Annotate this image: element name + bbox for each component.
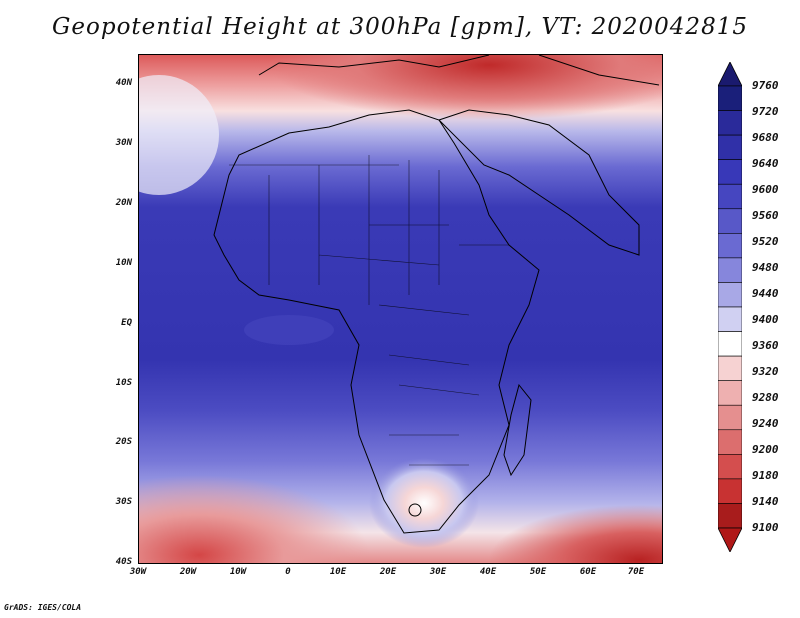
colorbar-label: 9640	[752, 157, 779, 170]
lat-label: 30S	[115, 497, 132, 507]
colorbar-swatch	[718, 429, 742, 455]
colorbar-label: 9180	[752, 469, 779, 482]
lon-label: 30E	[429, 567, 447, 577]
colorbar-label: 9760	[752, 79, 779, 92]
lon-label: 10W	[229, 567, 247, 577]
lon-label: 30W	[129, 567, 147, 577]
colorbar-swatch	[718, 404, 742, 431]
colorbar-swatch	[718, 380, 742, 406]
colorbar-swatch	[718, 257, 742, 283]
lat-label: 10N	[115, 258, 132, 268]
colorbar-swatch	[718, 159, 742, 185]
lon-label: 70E	[627, 567, 645, 577]
colorbar-label: 9720	[752, 105, 779, 118]
colorbar-label: 9480	[752, 261, 779, 274]
colorbar-label: 9100	[752, 521, 779, 534]
map-title: Geopotential Height at 300hPa [gpm], VT:…	[52, 14, 748, 40]
colorbar-swatch	[718, 478, 742, 504]
lon-label: 0	[285, 567, 291, 577]
lon-label: 40E	[479, 567, 497, 577]
colorbar-label: 9600	[752, 183, 779, 196]
colorbar-label: 9680	[752, 131, 779, 144]
colorbar-label: 9520	[752, 235, 779, 248]
colorbar-label: 9140	[752, 495, 779, 508]
lon-label: 50E	[529, 567, 547, 577]
credit-text: GrADS: IGES/COLA	[4, 603, 82, 612]
colorbar-label: 9240	[752, 417, 779, 430]
colorbar-label: 9200	[752, 443, 779, 456]
colorbar-label: 9320	[752, 365, 779, 378]
colorbar-label: 9440	[752, 287, 779, 300]
lon-label: 60E	[579, 567, 597, 577]
colorbar-label: 9360	[752, 339, 779, 352]
colorbar-label: 9280	[752, 391, 779, 404]
colorbar	[718, 62, 742, 552]
colorbar-top-arrow	[718, 62, 742, 87]
lat-label: 40N	[115, 78, 132, 88]
colorbar-swatch	[718, 110, 742, 136]
colorbar-swatch	[718, 355, 742, 381]
colorbar-swatch	[718, 85, 742, 111]
colorbar-swatch	[718, 208, 742, 234]
lat-label: 10S	[115, 378, 132, 388]
colorbar-bottom-arrow	[718, 527, 742, 552]
colorbar-swatch	[718, 503, 742, 529]
lon-label: 20W	[179, 567, 197, 577]
colorbar-label: 9400	[752, 313, 779, 326]
colorbar-swatch	[718, 134, 742, 160]
colorbar-swatch	[718, 454, 742, 480]
colorbar-swatch	[718, 306, 742, 332]
lat-label: 40S	[115, 557, 132, 567]
map-panel	[138, 54, 663, 564]
colorbar-swatch	[718, 331, 742, 357]
colorbar-label: 9560	[752, 209, 779, 222]
colorbar-swatch	[718, 183, 742, 210]
lon-label: 20E	[379, 567, 397, 577]
lat-label: 20S	[115, 437, 132, 447]
lon-label: 10E	[329, 567, 347, 577]
lat-label: 30N	[115, 138, 132, 148]
lat-label: 20N	[115, 198, 132, 208]
height-field	[139, 55, 662, 563]
colorbar-swatch	[718, 282, 742, 308]
colorbar-swatch	[718, 233, 742, 259]
lat-label: EQ	[121, 318, 132, 328]
